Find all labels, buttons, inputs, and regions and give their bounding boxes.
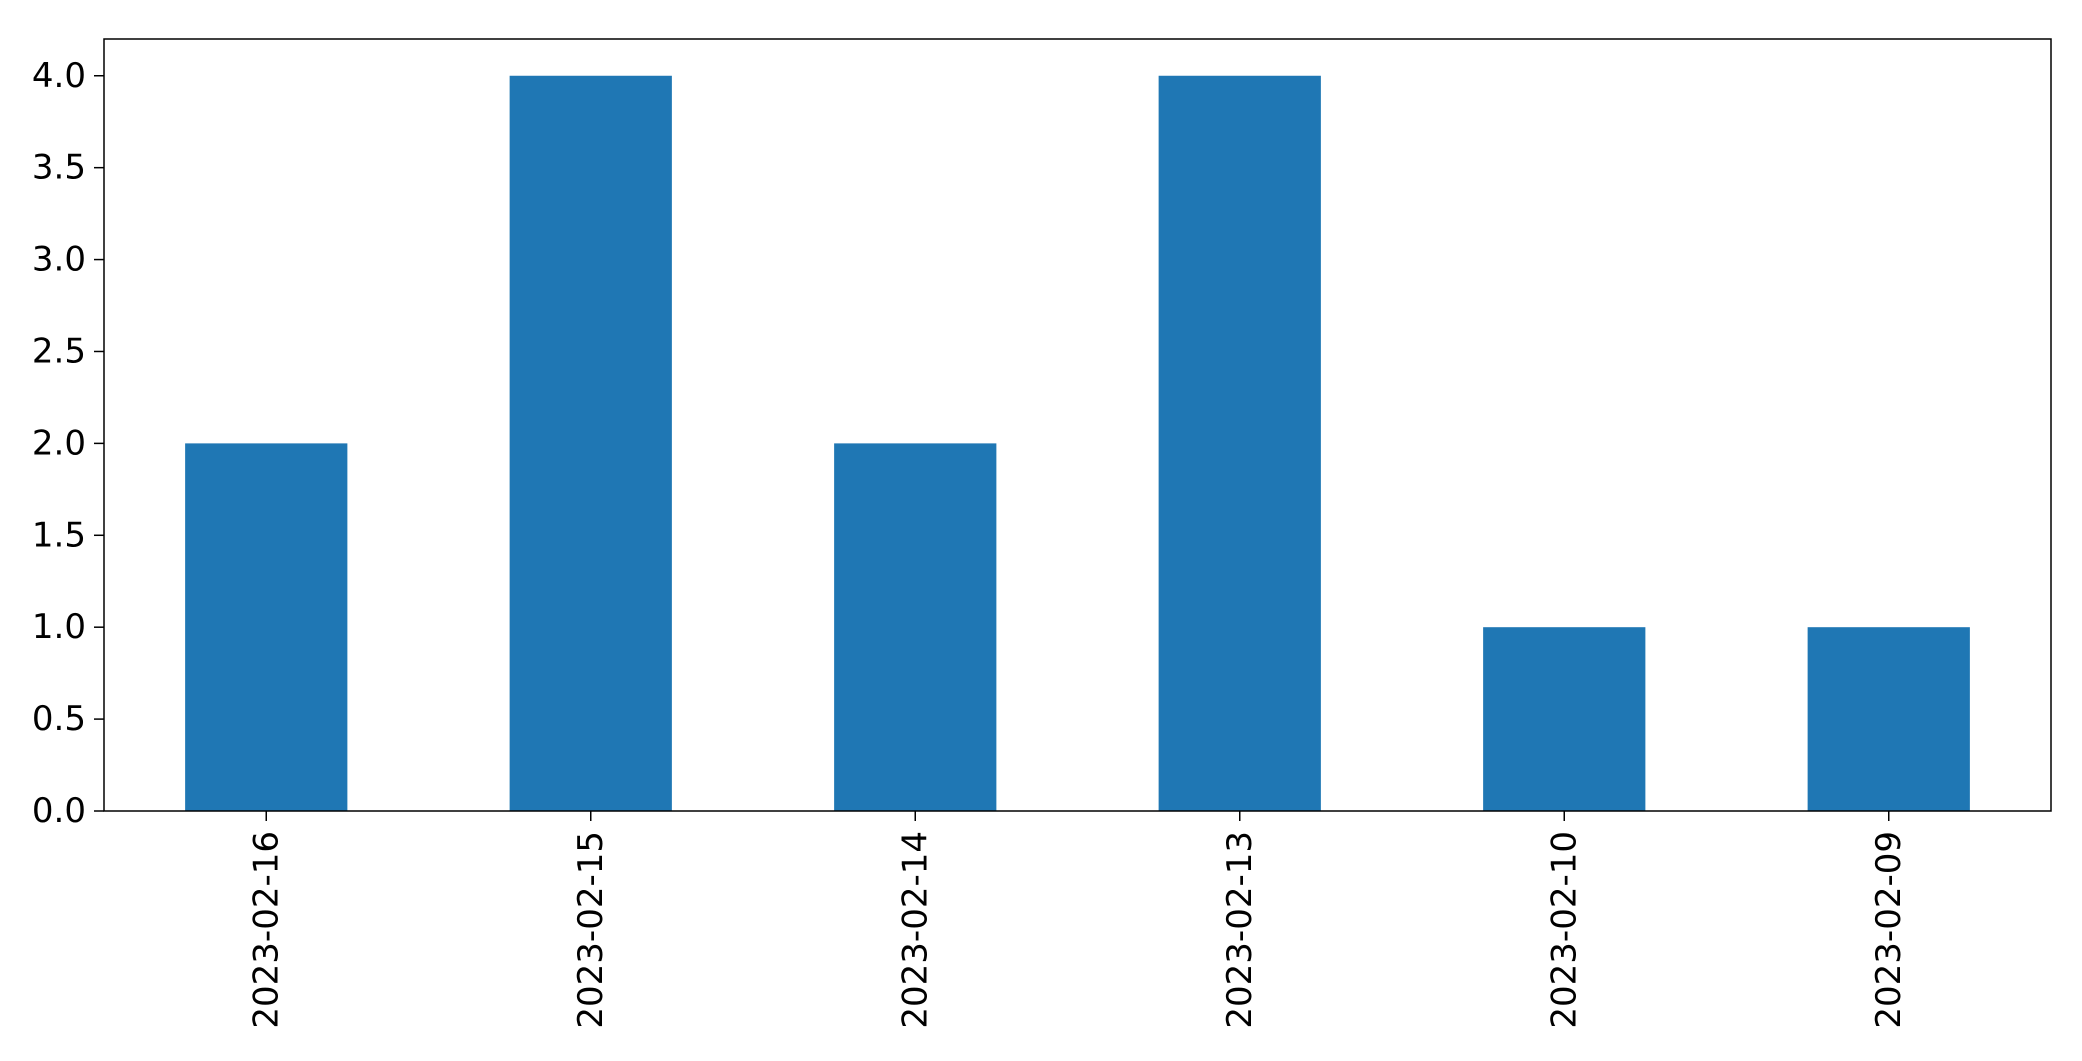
bar-2023-02-13 — [1158, 75, 1321, 811]
x-tick-label: 2023-02-14 — [895, 831, 935, 1029]
bar-2023-02-14 — [834, 443, 997, 811]
y-tick-label: 2.5 — [32, 331, 86, 371]
bar-2023-02-10 — [1483, 627, 1646, 811]
y-tick-label: 1.0 — [32, 607, 86, 647]
x-axis: 2023-02-16 2023-02-15 2023-02-14 2023-02-13… — [246, 811, 1909, 1029]
y-tick-label: 2.0 — [32, 423, 86, 463]
x-tick-label: 2023-02-13 — [1220, 831, 1260, 1029]
bars-group — [185, 75, 1970, 811]
bar-2023-02-16 — [185, 443, 348, 811]
y-tick-label: 0.5 — [32, 699, 86, 739]
bar-2023-02-15 — [509, 75, 672, 811]
x-tick-label: 2023-02-16 — [246, 831, 286, 1029]
y-tick-label: 0.0 — [32, 791, 86, 831]
bar-2023-02-09 — [1807, 627, 1970, 811]
y-tick-label: 1.5 — [32, 515, 86, 555]
y-tick-label: 3.5 — [32, 148, 86, 188]
x-tick-label: 2023-02-10 — [1544, 831, 1584, 1029]
y-tick-label: 4.0 — [32, 56, 86, 96]
y-axis: 0.0 0.5 1.0 1.5 2.0 2.5 3.0 3.5 4.0 — [32, 56, 104, 831]
y-tick-label: 3.0 — [32, 240, 86, 280]
x-tick-label: 2023-02-15 — [571, 831, 611, 1029]
x-tick-label: 2023-02-09 — [1869, 831, 1909, 1029]
plot-frame — [103, 38, 2052, 812]
